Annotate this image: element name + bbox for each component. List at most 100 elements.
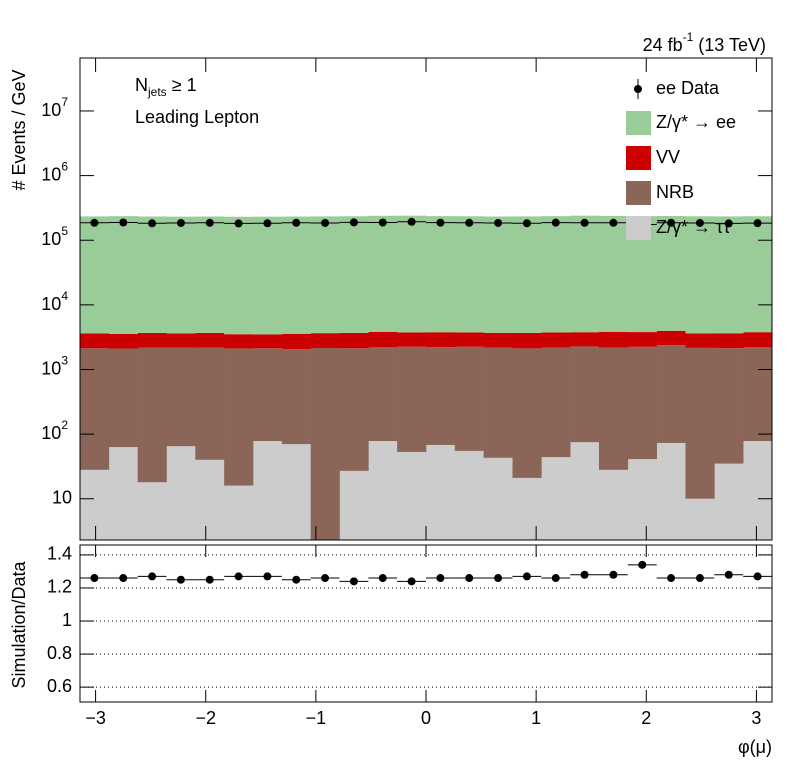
stack-bar — [137, 347, 167, 483]
stack-bar — [685, 333, 715, 348]
data-point — [263, 219, 272, 228]
legend-label: VV — [656, 147, 680, 167]
stack-bar — [108, 348, 138, 448]
stack-bar — [339, 348, 369, 471]
y-tick-label: 0.6 — [47, 676, 72, 696]
data-point — [205, 218, 214, 227]
y-tick-label: 106 — [41, 160, 68, 185]
stack-bar — [541, 332, 571, 348]
y-tick-exp: 6 — [61, 160, 68, 174]
stack-bar — [541, 347, 571, 458]
stack-bar — [743, 347, 773, 442]
y-tick-label: 1.2 — [47, 577, 72, 597]
stack-bar — [512, 477, 542, 540]
ratio-point — [580, 570, 589, 579]
stack-bar — [253, 348, 283, 442]
stack-bar — [281, 216, 311, 334]
stack-bar — [80, 348, 110, 470]
ratio-point — [176, 575, 185, 584]
stack-bar — [195, 459, 225, 540]
ratio-point — [465, 574, 474, 583]
stack-bar — [339, 216, 369, 333]
stack-bar — [310, 333, 340, 349]
x-tick-label: −2 — [195, 708, 216, 728]
ratio-point — [148, 572, 157, 581]
stack-bar — [627, 332, 657, 347]
stack-bar — [166, 347, 196, 447]
stack-bar — [137, 482, 167, 540]
data-point — [609, 218, 618, 227]
y-tick-label: 10 — [52, 487, 72, 507]
stack-bar — [714, 348, 744, 464]
stack-bar — [454, 346, 484, 451]
ratio-point — [407, 577, 416, 586]
ratio-point — [667, 574, 676, 583]
stack-bar — [483, 332, 513, 348]
stack-bar — [253, 441, 283, 540]
x-tick-label: 0 — [421, 708, 431, 728]
stack-bar — [339, 470, 369, 540]
stack-bar — [368, 347, 398, 442]
stack-bar — [656, 442, 686, 540]
data-point — [436, 218, 445, 227]
y-tick-base: 10 — [41, 164, 61, 184]
legend-label: ee Data — [656, 78, 720, 98]
stack-bar — [310, 348, 340, 540]
stack-bar — [253, 334, 283, 349]
stack-bar — [368, 441, 398, 540]
ratio-point — [292, 575, 301, 584]
data-point — [667, 218, 676, 227]
data-point — [176, 218, 185, 227]
stack-bar — [195, 347, 225, 460]
stack-bar — [80, 333, 110, 349]
stack-bar — [541, 216, 571, 333]
y-tick-label: 103 — [41, 354, 68, 379]
stack-bar — [685, 216, 715, 334]
stack-bar — [224, 348, 254, 486]
data-point — [407, 217, 416, 226]
stack-bar — [426, 444, 456, 540]
data-point — [695, 218, 704, 227]
data-point — [90, 218, 99, 227]
legend-swatch — [626, 146, 651, 170]
y-tick-label: 107 — [41, 95, 68, 120]
x-tick-label: −3 — [85, 708, 106, 728]
y-tick-exp: 5 — [61, 224, 68, 238]
stack-bar — [397, 332, 427, 347]
legend-label: NRB — [656, 182, 694, 202]
data-point — [465, 218, 474, 227]
data-point — [148, 219, 157, 228]
ratio-point — [205, 575, 214, 584]
stack-bar — [512, 332, 542, 349]
stack-bar — [224, 334, 254, 349]
data-point — [580, 218, 589, 227]
stack-bar — [656, 345, 686, 443]
ratio-point — [90, 574, 99, 583]
stack-bar — [714, 463, 744, 540]
data-point — [292, 218, 301, 227]
stack-bar — [426, 347, 456, 445]
stack-bar — [224, 485, 254, 540]
ratio-point — [234, 572, 243, 581]
x-axis-title: φ(μ) — [738, 737, 772, 757]
stack-bar — [743, 332, 773, 348]
x-tick-label: 3 — [751, 708, 761, 728]
stack-bar — [599, 469, 629, 540]
stack-bar — [195, 216, 225, 333]
lumi-rest: (13 TeV) — [693, 35, 766, 55]
data-point — [551, 218, 560, 227]
y-tick-base: 10 — [41, 229, 61, 249]
stack-bar — [743, 216, 773, 333]
y-tick-base: 10 — [41, 423, 61, 443]
stack-bar — [397, 346, 427, 452]
stack-bar — [281, 333, 311, 350]
stack-bar — [310, 216, 340, 334]
stack-bar — [627, 459, 657, 540]
ratio-point — [494, 574, 503, 583]
stack-bar — [397, 451, 427, 540]
ratio-point — [724, 570, 733, 579]
legend-label: Z/γ* → ee — [656, 112, 736, 132]
y-axis-title: # Events / GeV — [9, 69, 29, 190]
data-point — [349, 218, 358, 227]
